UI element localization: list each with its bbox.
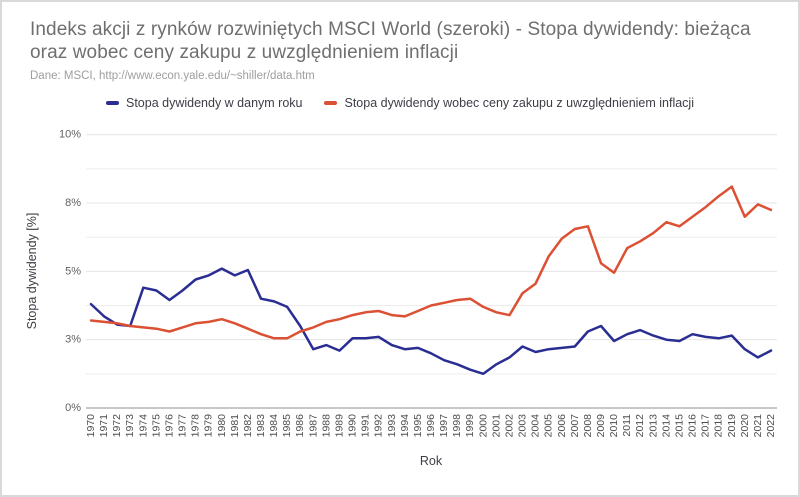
y-tick-labels: 0% 3% 5% 8% 10% xyxy=(59,129,81,414)
x-tick-label: 1974 xyxy=(137,414,149,438)
x-tick-label: 1990 xyxy=(347,414,359,438)
x-tick-label: 2011 xyxy=(621,414,633,437)
x-tick-labels: 1970 1971 1972 1973 1974 1975 1976 1977 1978 1979… xyxy=(85,414,777,438)
x-tick-label: 2007 xyxy=(569,414,581,438)
x-tick-label: 1971 xyxy=(98,414,110,438)
x-tick-label: 1975 xyxy=(150,414,162,438)
x-tick-label: 1973 xyxy=(124,414,136,438)
series-lines xyxy=(89,185,773,376)
x-tick-label: 1988 xyxy=(320,414,332,438)
legend-swatch-current-yield xyxy=(106,101,119,105)
x-tick-label: 1997 xyxy=(438,414,450,438)
x-tick-label: 1993 xyxy=(386,414,398,438)
y-tick-label: 5% xyxy=(65,265,81,277)
x-tick-label: 2018 xyxy=(713,414,725,438)
x-tick-label: 2002 xyxy=(503,414,515,438)
x-tick-label: 2014 xyxy=(660,414,672,438)
x-tick-label: 2019 xyxy=(726,414,738,438)
x-tick-label: 2012 xyxy=(634,414,646,438)
chart-legend: Stopa dywidendy w danym roku Stopa dywid… xyxy=(2,96,798,110)
x-tick-label: 2015 xyxy=(673,414,685,438)
y-tick-label: 10% xyxy=(59,129,81,141)
x-tick-label: 1978 xyxy=(190,414,202,438)
x-tick-label: 2009 xyxy=(595,414,607,438)
legend-label-purchase-yield: Stopa dywidendy wobec ceny zakupu z uwzg… xyxy=(344,96,694,110)
x-tick-label: 2016 xyxy=(687,414,699,438)
y-tick-label: 3% xyxy=(65,334,81,346)
x-tick-label: 2020 xyxy=(739,414,751,438)
x-tick-label: 1984 xyxy=(268,414,280,438)
x-tick-label: 1989 xyxy=(333,414,345,438)
x-tick-label: 2022 xyxy=(765,414,777,438)
x-tick-label: 2004 xyxy=(530,414,542,438)
x-tick-label: 2001 xyxy=(490,414,502,438)
x-tick-label: 1970 xyxy=(85,414,97,438)
x-tick-label: 2021 xyxy=(752,414,764,438)
x-tick-label: 1986 xyxy=(294,414,306,438)
x-tick-label: 2006 xyxy=(556,414,568,438)
x-tick-label: 2010 xyxy=(608,414,620,438)
x-tick-label: 2000 xyxy=(477,414,489,438)
x-tick-label: 1999 xyxy=(464,414,476,438)
x-axis-title: Rok xyxy=(420,454,443,468)
x-tick-label: 1996 xyxy=(425,414,437,438)
x-tick-label: 1995 xyxy=(412,414,424,438)
x-tick-label: 1980 xyxy=(216,414,228,438)
x-tick-label: 1982 xyxy=(242,414,254,438)
legend-item-current-yield: Stopa dywidendy w danym roku xyxy=(106,96,302,110)
chart-source: Dane: MSCI, http://www.econ.yale.edu/~sh… xyxy=(30,70,315,82)
x-tick-label: 1972 xyxy=(111,414,123,438)
x-tick-label: 2008 xyxy=(582,414,594,438)
x-tick-label: 1977 xyxy=(177,414,189,438)
y-tick-label: 0% xyxy=(65,402,81,414)
chart-title: Indeks akcji z rynków rozwiniętych MSCI … xyxy=(30,19,751,64)
series-line-current-year-yield xyxy=(89,267,773,376)
x-tick-label: 1976 xyxy=(163,414,175,438)
legend-swatch-purchase-yield xyxy=(324,101,338,105)
legend-item-purchase-yield: Stopa dywidendy wobec ceny zakupu z uwzg… xyxy=(324,96,694,110)
x-tick-label: 1987 xyxy=(307,414,319,438)
x-tick-label: 1983 xyxy=(255,414,267,438)
gridlines xyxy=(86,134,777,409)
y-axis-title: Stopa dywidendy [%] xyxy=(25,213,39,330)
x-tick-label: 2017 xyxy=(700,414,712,438)
x-tick-label: 1991 xyxy=(360,414,372,438)
x-tick-label: 1981 xyxy=(229,414,241,438)
x-tick-label: 1994 xyxy=(399,414,411,438)
x-tick-label: 2013 xyxy=(647,414,659,438)
x-tick-label: 1979 xyxy=(203,414,215,438)
series-line-yield-on-inflation-adjusted-cost xyxy=(89,185,773,340)
x-tick-label: 1992 xyxy=(373,414,385,438)
y-tick-label: 8% xyxy=(65,197,81,209)
x-tick-label: 2005 xyxy=(543,414,555,438)
legend-label-current-yield: Stopa dywidendy w danym roku xyxy=(126,96,303,110)
x-tick-label: 1998 xyxy=(451,414,463,438)
x-tick-label: 2003 xyxy=(517,414,529,438)
x-tick-label: 1985 xyxy=(281,414,293,438)
